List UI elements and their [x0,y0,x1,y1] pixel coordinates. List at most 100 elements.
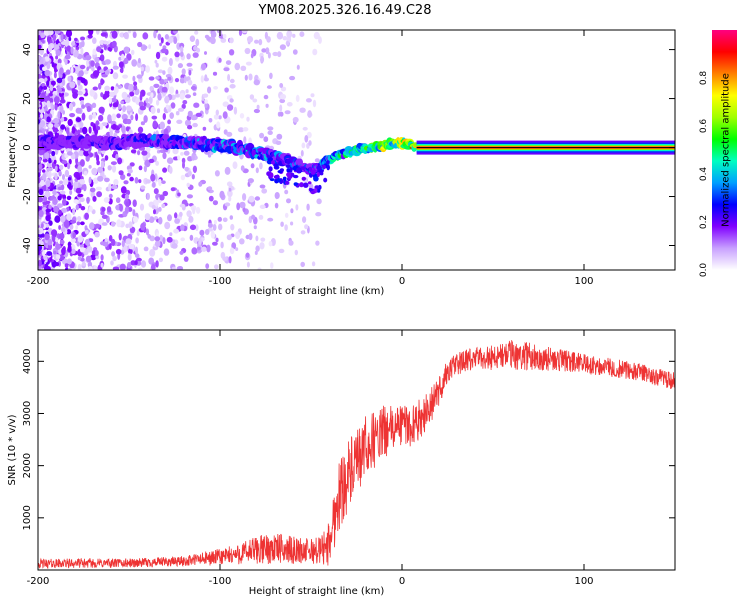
speckle-point [174,93,181,98]
speckle-point [192,122,198,128]
speckle-point [310,93,315,98]
speckle-layer [38,30,322,270]
speckle-point [179,250,184,255]
speckle-point [150,264,156,270]
ridge-tail-blob [266,154,270,158]
speckle-point [187,79,193,86]
speckle-point [158,257,163,263]
speckle-point [94,223,101,229]
speckle-point [99,54,105,62]
speckle-point [38,119,41,124]
speckle-point [252,98,258,103]
speckle-point [62,198,67,206]
speckle-point [85,54,92,61]
speckle-point [80,47,84,55]
speckle-point [102,40,109,45]
speckle-point [276,133,283,140]
speckle-point [61,160,68,165]
speckle-point [166,157,174,164]
y-tick-label: 2000 [22,453,33,478]
speckle-point [109,130,113,137]
speckle-point [54,173,58,180]
speckle-point [48,220,53,226]
speckle-point [40,32,46,39]
speckle-point [224,166,231,175]
speckle-point [38,177,41,184]
speckle-point [52,126,59,133]
y-axis-label: Frequency (Hz) [7,112,18,188]
speckle-point [245,61,252,66]
speckle-point [145,97,149,104]
speckle-point [54,104,58,111]
speckle-point [42,169,46,173]
speckle-point [80,36,86,41]
speckle-point [300,230,306,235]
speckle-point [60,226,66,233]
ridge-tail-blob [282,176,287,181]
speckle-point [79,64,86,70]
ridge-tail-blob [286,158,291,165]
speckle-point [157,69,164,74]
speckle-point [38,188,44,196]
speckle-point [215,237,219,243]
speckle-point [172,30,178,34]
speckle-point [88,30,94,36]
speckle-point [195,38,200,47]
x-tick-label: 100 [574,576,593,587]
speckle-point [148,96,153,104]
speckle-point [218,57,222,63]
speckle-point [72,232,76,239]
speckle-point [103,44,107,51]
speckle-point [224,202,231,207]
speckle-point [115,197,121,204]
speckle-point [86,246,93,253]
speckle-point [57,203,63,209]
speckle-point [161,203,166,208]
speckle-point [79,197,85,203]
speckle-point [86,105,91,113]
speckle-point [83,69,89,75]
speckle-point [200,75,204,83]
speckle-point [108,183,112,192]
speckle-point [62,174,65,181]
speckle-point [249,94,255,100]
speckle-point [193,102,200,108]
speckle-point [156,108,161,114]
speckle-point [78,70,84,77]
speckle-point [100,78,104,86]
speckle-point [104,155,109,161]
speckle-point [64,169,70,178]
speckle-point [251,214,256,220]
speckle-point [135,113,139,121]
speckle-point [232,161,238,169]
speckle-point [76,221,81,226]
speckle-point [139,105,146,111]
speckle-point [255,167,259,174]
speckle-point [312,48,318,56]
speckle-point [70,238,77,243]
speckle-point [259,184,266,189]
speckle-point [154,59,158,64]
speckle-point [61,247,66,256]
top-plot-frame [37,29,676,271]
speckle-point [267,217,274,222]
speckle-point [77,90,83,96]
speckle-point [172,147,179,155]
speckle-point [53,117,60,124]
speckle-point [204,102,208,109]
speckle-point [118,56,122,61]
speckle-point [66,213,72,222]
ridge-tail-blob [299,182,304,188]
colorbar-tick-label: 0.6 [699,119,709,134]
speckle-point [239,238,245,245]
speckle-point [144,213,151,221]
speckle-point [48,157,52,164]
speckle-point [240,165,245,172]
speckle-point [179,92,185,100]
speckle-point [169,166,173,174]
speckle-point [58,233,65,240]
speckle-point [259,162,263,170]
ridge-tail-blob [273,163,279,167]
ridge-tail-blob [267,157,273,162]
speckle-point [164,78,168,83]
